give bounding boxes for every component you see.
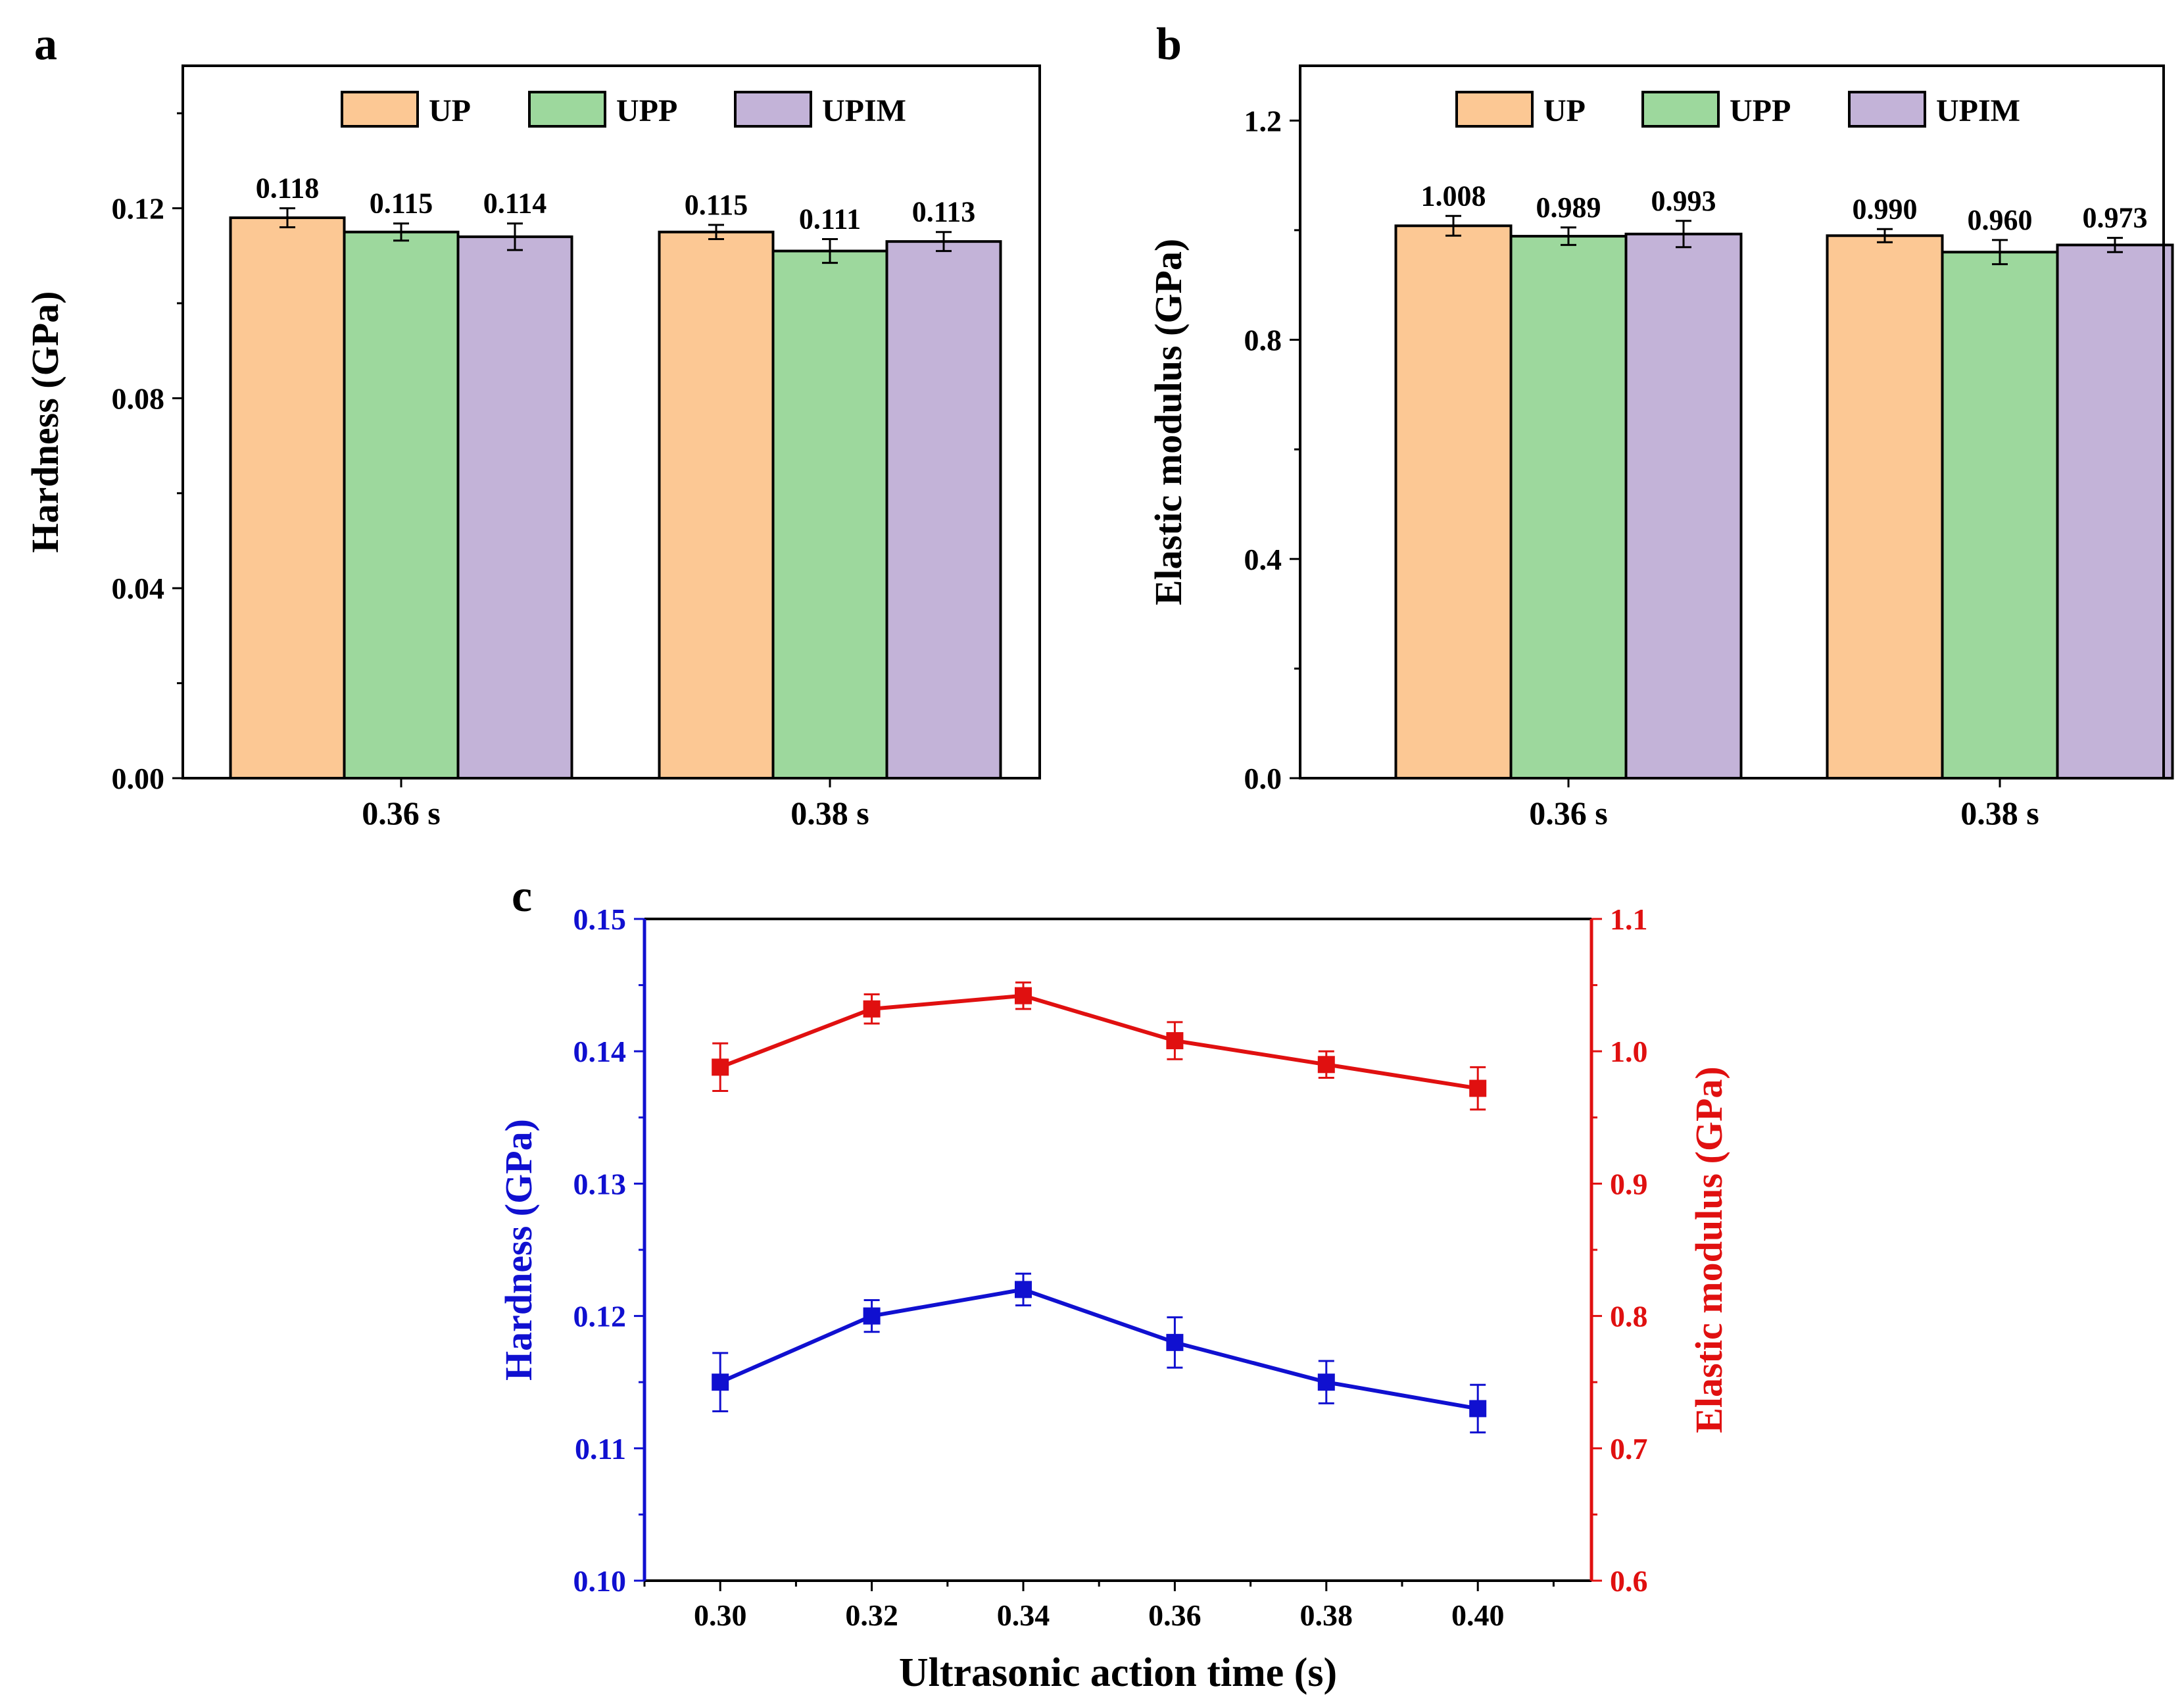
y-axis-title-b: Elastic modulus (GPa) [1147, 239, 1190, 606]
x-tick-label-c-3: 0.36 [1148, 1598, 1201, 1632]
data-label-a-up-0: 0.118 [256, 172, 320, 205]
right-y-tick-label-c-3: 0.9 [1610, 1167, 1648, 1200]
data-point-hardness-5 [1469, 1400, 1487, 1418]
data-label-b-upp-0: 0.989 [1536, 191, 1601, 224]
data-point-hardness-2 [1015, 1281, 1032, 1298]
legend-swatch-b-upim [1848, 91, 1926, 128]
bar-a-upp-1 [771, 249, 888, 779]
panel-label-a: a [34, 19, 57, 70]
data-label-a-up-1: 0.115 [685, 189, 748, 221]
data-point-hardness-0 [712, 1373, 729, 1391]
left-y-tick-label-c-4: 0.14 [573, 1035, 627, 1068]
data-label-b-up-0: 1.008 [1421, 180, 1486, 212]
data-label-b-up-1: 0.990 [1853, 193, 1918, 225]
bar-a-upim-1 [885, 240, 1002, 779]
legend-label-a-upp: UPP [616, 93, 677, 128]
bar-b-upp-1 [1941, 251, 2059, 779]
right-y-tick-label-c-1: 0.7 [1610, 1432, 1648, 1466]
data-point-hardness-4 [1317, 1373, 1335, 1391]
x-tick-label-b-1: 0.38 s [1960, 795, 2039, 831]
bar-b-up-1 [1826, 234, 1944, 779]
bar-a-upim-0 [456, 235, 573, 780]
data-point-modulus-0 [712, 1058, 729, 1076]
legend-label-a-upim: UPIM [822, 93, 906, 128]
left-y-tick-label-c-2: 0.12 [573, 1300, 627, 1333]
x-tick-label-b-0: 0.36 s [1529, 795, 1607, 831]
panel-label-c: c [512, 871, 532, 922]
y-tick-label-a-2: 0.08 [112, 382, 165, 415]
legend-label-b-upim: UPIM [1936, 93, 2020, 128]
data-label-a-upim-0: 0.114 [483, 187, 547, 220]
data-point-modulus-5 [1469, 1079, 1487, 1097]
left-y-tick-label-c-3: 0.13 [573, 1167, 627, 1200]
series-line-hardness [719, 1287, 1478, 1411]
right-y-tick-label-c-2: 0.8 [1610, 1300, 1648, 1333]
x-tick-label-c-4: 0.38 [1300, 1598, 1353, 1632]
x-tick-label-c-5: 0.40 [1451, 1598, 1505, 1632]
y-tick-label-a-3: 0.12 [112, 192, 165, 226]
legend-swatch-a-upp [528, 91, 606, 128]
data-label-b-upim-1: 0.973 [2083, 202, 2148, 234]
data-label-a-upim-1: 0.113 [912, 196, 976, 228]
legend-label-a-up: UP [429, 93, 471, 128]
legend-swatch-b-up [1455, 91, 1534, 128]
data-point-hardness-1 [863, 1307, 881, 1325]
x-tick-label-a-1: 0.38 s [790, 795, 869, 831]
x-axis-title-c: Ultrasonic action time (s) [899, 1650, 1337, 1695]
data-point-modulus-4 [1317, 1056, 1335, 1074]
bar-b-upim-0 [1624, 232, 1743, 779]
right-y-axis-title-c: Elastic modulus (GPa) [1687, 1066, 1730, 1433]
left-y-axis-title-c: Hardness (GPa) [497, 1119, 540, 1381]
panel-c-line-chart: 0.30 0.32 0.34 0.36 0.38 0.40 Ultrasonic actio… [497, 902, 1730, 1695]
bar-a-up-1 [658, 230, 775, 779]
data-point-hardness-3 [1166, 1333, 1184, 1351]
bar-a-upp-0 [343, 230, 460, 779]
y-tick-label-a-1: 0.04 [112, 572, 165, 605]
legend-swatch-a-upim [734, 91, 812, 128]
data-point-modulus-2 [1015, 987, 1032, 1004]
data-label-b-upim-0: 0.993 [1651, 185, 1716, 217]
legend-label-b-upp: UPP [1730, 93, 1791, 128]
series-line-modulus [719, 993, 1478, 1091]
panel-b-bar-chart: 1.008 0.989 0.993 0.36 s 0.990 0.960 0.973 0.38… [1147, 64, 2174, 831]
bar-b-upim-1 [2056, 243, 2174, 780]
data-point-modulus-1 [863, 1000, 881, 1018]
x-tick-label-a-0: 0.36 s [362, 795, 440, 831]
left-y-tick-label-c-1: 0.11 [575, 1432, 626, 1466]
right-y-tick-label-c-0: 0.6 [1610, 1564, 1648, 1598]
left-y-tick-label-c-5: 0.15 [573, 902, 627, 936]
y-tick-label-b-1: 0.4 [1244, 543, 1282, 576]
y-tick-label-b-0: 0.0 [1244, 762, 1282, 795]
y-tick-label-b-2: 0.8 [1244, 324, 1282, 357]
x-tick-label-c-1: 0.32 [845, 1598, 898, 1632]
right-y-tick-label-c-5: 1.1 [1610, 902, 1648, 936]
y-axis-title-a: Hardness (GPa) [24, 291, 66, 553]
data-label-a-upp-0: 0.115 [370, 187, 433, 220]
legend-swatch-a-up [341, 91, 419, 128]
y-tick-label-b-3: 1.2 [1244, 104, 1282, 137]
x-tick-label-c-0: 0.30 [694, 1598, 747, 1632]
panel-a-bar-chart: 0.118 0.115 0.114 0.36 s 0.115 0.111 0.113 0.38… [24, 64, 1041, 831]
bar-b-up-0 [1394, 224, 1513, 779]
data-label-b-upp-1: 0.960 [1968, 204, 2033, 236]
data-label-a-upp-1: 0.111 [799, 203, 861, 235]
left-y-tick-label-c-0: 0.10 [573, 1564, 627, 1598]
plot-frame-b [1299, 64, 2165, 779]
data-point-modulus-3 [1166, 1032, 1184, 1050]
bar-b-upp-0 [1509, 235, 1628, 779]
y-tick-label-a-0: 0.00 [112, 762, 165, 795]
right-y-tick-label-c-4: 1.0 [1610, 1035, 1648, 1068]
legend-label-b-up: UP [1543, 93, 1586, 128]
plot-frame-a [182, 64, 1041, 779]
bar-a-up-0 [229, 216, 346, 780]
legend-swatch-b-upp [1641, 91, 1720, 128]
panel-label-b: b [1156, 19, 1182, 70]
x-tick-label-c-2: 0.34 [997, 1598, 1050, 1632]
